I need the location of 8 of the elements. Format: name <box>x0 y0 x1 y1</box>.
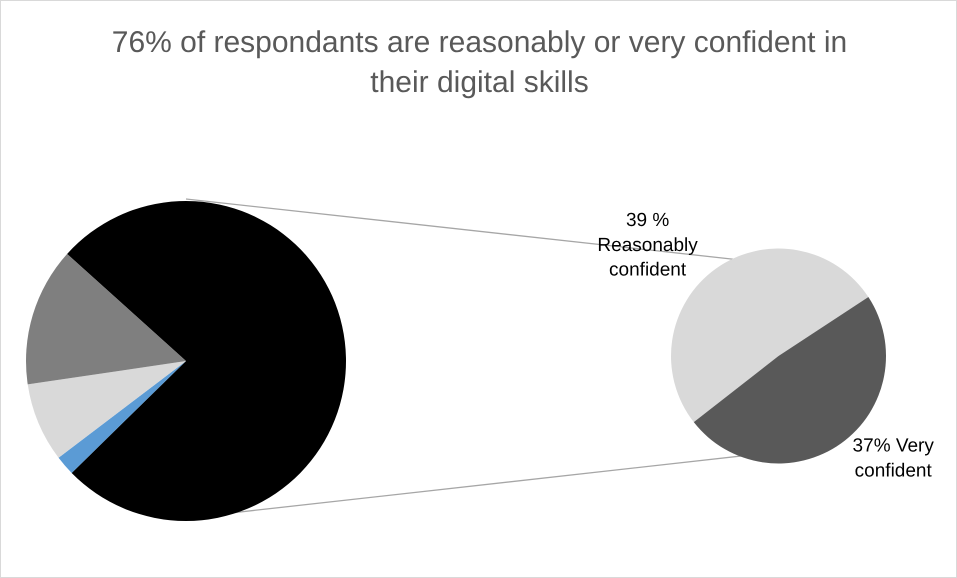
text: 76% of respondants are reasonably or very confident in their digital skills <box>110 25 848 101</box>
data-label: 39 % <box>626 210 670 232</box>
pie-slice <box>26 254 186 384</box>
pie-slice <box>58 361 186 473</box>
pie-slice <box>28 361 186 458</box>
slice-label: Reasonably confident <box>597 234 698 281</box>
pie-slice <box>67 201 346 521</box>
slice-label: 37% Very confident <box>852 436 934 482</box>
